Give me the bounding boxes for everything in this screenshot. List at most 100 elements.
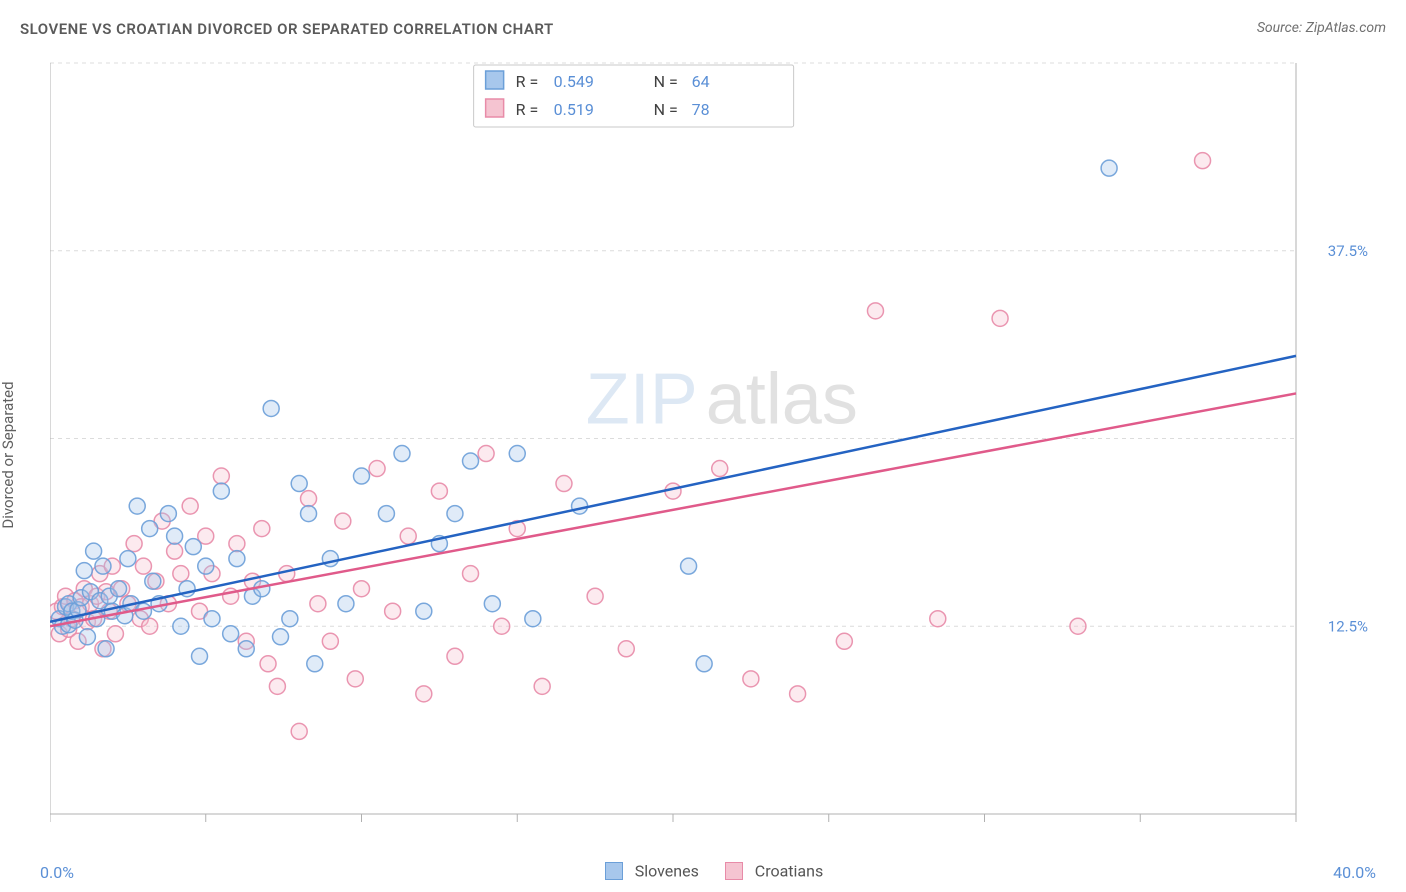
- point-slovene: [86, 543, 102, 559]
- point-slovene: [378, 506, 394, 522]
- point-slovene: [76, 563, 92, 579]
- point-slovene: [447, 506, 463, 522]
- point-croatian: [291, 723, 307, 739]
- point-slovene: [525, 611, 541, 627]
- point-slovene: [198, 558, 214, 574]
- point-slovene: [135, 603, 151, 619]
- point-croatian: [494, 618, 510, 634]
- point-croatian: [310, 596, 326, 612]
- point-slovene: [1101, 160, 1117, 176]
- point-croatian: [354, 581, 370, 597]
- point-croatian: [269, 678, 285, 694]
- point-slovene: [229, 551, 245, 567]
- point-slovene: [98, 641, 114, 657]
- point-croatian: [322, 633, 338, 649]
- point-croatian: [556, 476, 572, 492]
- point-slovene: [416, 603, 432, 619]
- point-slovene: [213, 483, 229, 499]
- svg-text:atlas: atlas: [706, 359, 858, 439]
- point-croatian: [347, 671, 363, 687]
- point-croatian: [416, 686, 432, 702]
- point-croatian: [992, 310, 1008, 326]
- point-slovene: [192, 648, 208, 664]
- svg-text:N =: N =: [654, 100, 678, 119]
- svg-text:N =: N =: [654, 72, 678, 91]
- legend-label-croatians: Croatians: [755, 861, 823, 880]
- source-label: Source: ZipAtlas.com: [1257, 20, 1386, 36]
- point-slovene: [204, 611, 220, 627]
- point-slovene: [79, 629, 95, 645]
- point-slovene: [681, 558, 697, 574]
- point-slovene: [572, 498, 588, 514]
- point-croatian: [182, 498, 198, 514]
- point-croatian: [385, 603, 401, 619]
- point-slovene: [273, 629, 289, 645]
- point-croatian: [463, 566, 479, 582]
- point-croatian: [867, 303, 883, 319]
- point-croatian: [173, 566, 189, 582]
- chart-title: SLOVENE VS CROATIAN DIVORCED OR SEPARATE…: [20, 20, 1386, 38]
- point-croatian: [836, 633, 852, 649]
- point-slovene: [301, 506, 317, 522]
- point-croatian: [1070, 618, 1086, 634]
- point-slovene: [145, 573, 161, 589]
- point-croatian: [478, 446, 494, 462]
- point-slovene: [111, 581, 127, 597]
- point-slovene: [129, 498, 145, 514]
- point-croatian: [618, 641, 634, 657]
- series-legend: Slovenes Croatians: [0, 860, 1406, 880]
- point-croatian: [142, 618, 158, 634]
- svg-text:0.549: 0.549: [554, 72, 594, 91]
- point-croatian: [335, 513, 351, 529]
- point-slovene: [509, 446, 525, 462]
- svg-text:12.5%: 12.5%: [1328, 617, 1368, 635]
- point-croatian: [126, 536, 142, 552]
- stats-swatch: [486, 71, 504, 89]
- legend-swatch-croatians: [725, 862, 743, 880]
- point-croatian: [743, 671, 759, 687]
- point-slovene: [185, 539, 201, 555]
- point-slovene: [282, 611, 298, 627]
- svg-text:78: 78: [692, 100, 710, 119]
- point-croatian: [1195, 153, 1211, 169]
- point-slovene: [238, 641, 254, 657]
- point-croatian: [135, 558, 151, 574]
- point-slovene: [696, 656, 712, 672]
- point-croatian: [167, 543, 183, 559]
- point-slovene: [160, 506, 176, 522]
- point-croatian: [260, 656, 276, 672]
- legend-swatch-slovenes: [605, 862, 623, 880]
- point-slovene: [394, 446, 410, 462]
- point-croatian: [431, 483, 447, 499]
- point-croatian: [107, 626, 123, 642]
- point-slovene: [223, 626, 239, 642]
- svg-text:ZIP: ZIP: [586, 359, 698, 439]
- svg-text:37.5%: 37.5%: [1328, 242, 1368, 260]
- point-slovene: [338, 596, 354, 612]
- point-croatian: [213, 468, 229, 484]
- point-slovene: [167, 528, 183, 544]
- svg-text:0.519: 0.519: [554, 100, 594, 119]
- plot-area: 12.5% 37.5% ZIPatlas R = 0.549 N = 64 R = 0.519 N…: [50, 55, 1376, 844]
- point-croatian: [930, 611, 946, 627]
- point-slovene: [95, 558, 111, 574]
- point-slovene: [173, 618, 189, 634]
- chart-svg: 12.5% 37.5% ZIPatlas R = 0.549 N = 64 R = 0.519 N…: [50, 55, 1376, 844]
- point-slovene: [354, 468, 370, 484]
- point-croatian: [400, 528, 416, 544]
- point-slovene: [263, 400, 279, 416]
- point-slovene: [142, 521, 158, 537]
- svg-text:R =: R =: [516, 72, 539, 91]
- svg-text:64: 64: [692, 72, 710, 91]
- point-croatian: [301, 491, 317, 507]
- point-slovene: [120, 551, 136, 567]
- point-slovene: [463, 453, 479, 469]
- point-croatian: [447, 648, 463, 664]
- legend-label-slovenes: Slovenes: [635, 861, 699, 880]
- point-slovene: [307, 656, 323, 672]
- point-slovene: [484, 596, 500, 612]
- point-croatian: [534, 678, 550, 694]
- point-croatian: [369, 461, 385, 477]
- svg-text:R =: R =: [516, 100, 539, 119]
- stats-swatch: [486, 99, 504, 117]
